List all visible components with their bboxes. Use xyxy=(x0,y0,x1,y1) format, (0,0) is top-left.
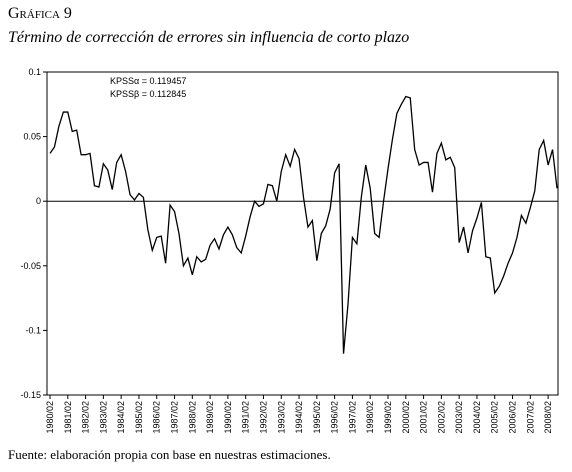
x-tick-label: 1994/02 xyxy=(294,401,304,434)
x-tick-label: 1988/02 xyxy=(187,401,197,434)
chart-subtitle: Término de corrección de errores sin inf… xyxy=(8,29,409,46)
annotation: KPSSα = 0.119457 xyxy=(110,76,186,86)
source-note: Fuente: elaboración propia con base en n… xyxy=(8,447,331,462)
x-tick-label: 1989/02 xyxy=(205,401,215,434)
x-tick-label: 1996/02 xyxy=(330,401,340,434)
x-tick-label: 1980/02 xyxy=(45,401,55,434)
x-tick-label: 2003/02 xyxy=(454,401,464,434)
x-tick-label: 1990/02 xyxy=(223,401,233,434)
x-tick-label: 2002/02 xyxy=(436,401,446,434)
y-tick-label: -0.15 xyxy=(20,390,41,400)
x-tick-label: 2004/02 xyxy=(472,401,482,434)
x-tick-label: 2005/02 xyxy=(490,401,500,434)
y-tick-label: 0.1 xyxy=(28,67,41,77)
chart-title: Gráfica 9 xyxy=(8,5,72,22)
x-tick-label: 1998/02 xyxy=(365,401,375,434)
x-tick-label: 1993/02 xyxy=(276,401,286,434)
x-tick-label: 1992/02 xyxy=(258,401,268,434)
y-tick-label: 0.05 xyxy=(23,132,41,142)
x-tick-label: 2000/02 xyxy=(401,401,411,434)
x-tick-label: 1983/02 xyxy=(98,401,108,434)
annotation: KPSSβ = 0.112845 xyxy=(110,89,186,99)
data-line xyxy=(49,95,558,354)
x-tick-label: 1981/02 xyxy=(63,401,73,434)
x-tick-label: 2006/02 xyxy=(508,401,518,434)
x-tick-label: 1984/02 xyxy=(116,401,126,434)
y-tick-label: 0 xyxy=(36,196,41,206)
x-tick-label: 2007/02 xyxy=(525,401,535,434)
x-tick-label: 1995/02 xyxy=(312,401,322,434)
x-tick-label: 1991/02 xyxy=(241,401,251,434)
y-tick-label: -0.1 xyxy=(25,325,41,335)
x-tick-label: 1985/02 xyxy=(134,401,144,434)
x-tick-label: 2001/02 xyxy=(419,401,429,434)
x-tick-label: 2008/02 xyxy=(543,401,553,434)
x-tick-label: 1997/02 xyxy=(347,401,357,434)
x-tick-label: 1982/02 xyxy=(81,401,91,434)
plot-frame xyxy=(46,71,559,396)
x-tick-label: 1999/02 xyxy=(383,401,393,434)
x-tick-label: 1986/02 xyxy=(152,401,162,434)
x-tick-label: 1987/02 xyxy=(170,401,180,434)
y-tick-label: -0.05 xyxy=(20,261,41,271)
